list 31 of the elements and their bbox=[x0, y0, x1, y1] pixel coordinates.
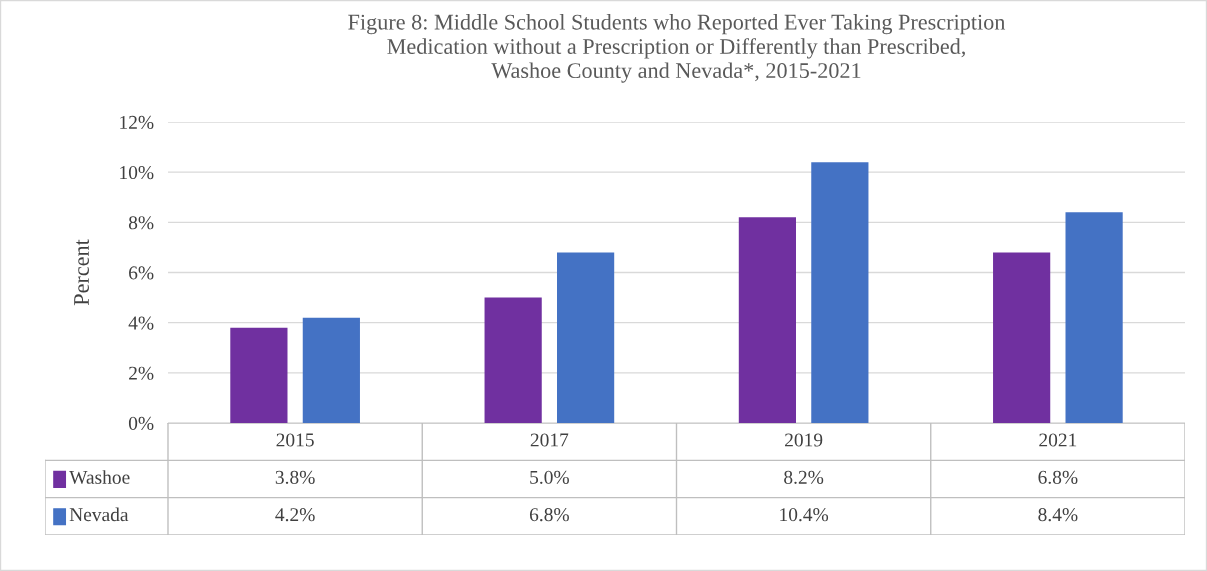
data-label: 8.4% bbox=[1038, 508, 1078, 522]
data-label: 4.2% bbox=[275, 508, 315, 522]
bar bbox=[738, 217, 796, 423]
chart-title: Figure 8: Middle School Students who Reported Ever Taking Prescription Medication without a Prescription or Differently than Prescribed, Washoe County and Nevada*, 2015-2021 bbox=[348, 14, 1006, 83]
y-tick-label: 10% bbox=[120, 165, 154, 180]
x-tick-label: 2019 bbox=[785, 433, 823, 447]
data-label: 10.4% bbox=[780, 508, 829, 522]
data-label: 6.8% bbox=[529, 508, 569, 522]
legend-label: Nevada bbox=[69, 507, 129, 522]
x-tick-label: 2015 bbox=[276, 433, 314, 447]
y-tick-label: 6% bbox=[129, 266, 154, 280]
bar bbox=[1065, 212, 1123, 423]
bar bbox=[302, 317, 360, 423]
y-tick-label: 12% bbox=[120, 115, 154, 129]
data-label: 8.2% bbox=[784, 470, 824, 484]
data-label: 6.8% bbox=[1038, 470, 1078, 484]
legend-label: Washoe bbox=[69, 470, 130, 484]
bar bbox=[557, 252, 615, 423]
y-tick-label: 2% bbox=[129, 366, 154, 380]
bar bbox=[993, 252, 1051, 423]
y-axis-title: Percent bbox=[74, 239, 89, 306]
y-tick-label: 4% bbox=[128, 316, 154, 330]
x-tick-label: 2017 bbox=[530, 433, 569, 447]
bar bbox=[484, 297, 542, 423]
bar bbox=[811, 162, 869, 423]
y-tick-label: 8% bbox=[128, 216, 154, 230]
bar bbox=[230, 327, 288, 423]
y-tick-label: 0% bbox=[128, 416, 154, 430]
data-label: 3.8% bbox=[275, 470, 315, 484]
x-tick-label: 2021 bbox=[1039, 433, 1077, 447]
data-label: 5.0% bbox=[530, 470, 569, 484]
